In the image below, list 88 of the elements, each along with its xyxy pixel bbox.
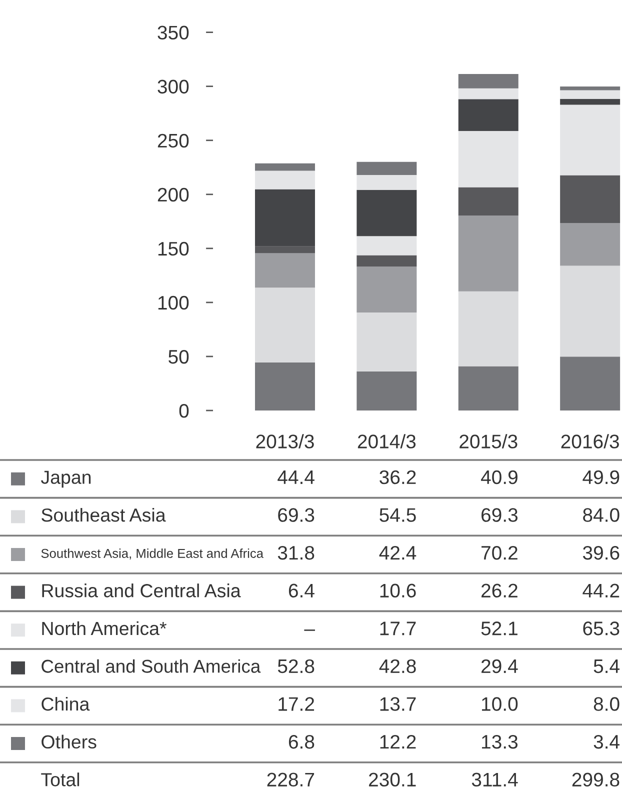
- bar: [356, 162, 417, 176]
- bar: [356, 312, 417, 372]
- legend-label: Southeast Asia: [42, 508, 166, 522]
- data-label: 42.8: [379, 659, 416, 674]
- bar: [356, 255, 417, 267]
- legend-label: Russia and Central Asia: [42, 584, 241, 598]
- bar: [560, 98, 620, 105]
- data-label: 44.2: [582, 584, 620, 598]
- bar: [255, 362, 315, 410]
- data-label: 44.4: [278, 470, 314, 484]
- data-label: 5.4: [594, 660, 620, 674]
- data-label: 6.8: [288, 734, 314, 749]
- bar: [356, 371, 417, 410]
- bar: [560, 86, 620, 90]
- data-label: 54.5: [380, 508, 416, 522]
- bar: [560, 266, 620, 357]
- bar: [356, 236, 417, 256]
- text: 230.1: [369, 772, 416, 787]
- data-label: 52.1: [481, 622, 518, 636]
- data-label: 17.7: [380, 622, 416, 636]
- data-label: 13.7: [380, 697, 416, 711]
- data-label: 3.4: [594, 734, 620, 749]
- bar: [255, 288, 315, 363]
- x-tick-label: 2016/3: [561, 434, 619, 448]
- bar: [458, 74, 518, 88]
- data-label: 6.4: [288, 584, 314, 598]
- data-label: 13.3: [482, 734, 518, 749]
- y-tick-label: 300: [158, 80, 189, 94]
- data-label: 70.2: [482, 546, 518, 560]
- data-label: 84.0: [583, 508, 620, 522]
- data-label: 69.3: [482, 508, 518, 522]
- bar: [458, 99, 518, 131]
- bar: [356, 190, 417, 236]
- data-label: 52.8: [278, 659, 314, 674]
- text: Total: [41, 772, 80, 786]
- bar: [458, 187, 518, 216]
- text: 228.7: [267, 772, 314, 787]
- data-label: 40.9: [480, 470, 518, 484]
- bar: [458, 291, 518, 366]
- bar: [560, 175, 620, 224]
- data-label: 39.6: [582, 546, 620, 560]
- text: 299.8: [572, 772, 620, 787]
- x-tick-label: 2014/3: [358, 434, 416, 448]
- bar: [560, 356, 620, 410]
- data-label: 8.0: [594, 697, 620, 711]
- text: 311.4: [472, 772, 518, 787]
- text: –: [304, 630, 315, 631]
- bar: [560, 223, 620, 266]
- bar: [255, 170, 315, 190]
- data-label: 29.4: [482, 659, 518, 674]
- bar: [356, 175, 417, 190]
- legend-label: Japan: [40, 470, 91, 488]
- x-tick-label: 2013/3: [256, 434, 314, 448]
- data-label: 65.3: [583, 622, 620, 636]
- y-tick-label: 250: [158, 134, 189, 148]
- data-label: 31.8: [278, 546, 314, 560]
- data-label: 49.9: [582, 470, 620, 484]
- y-tick-label: 350: [158, 26, 189, 40]
- bar: [560, 90, 620, 99]
- bar: [458, 366, 518, 410]
- bar: [255, 246, 315, 254]
- bar: [255, 189, 315, 246]
- y-tick-label: 150: [158, 242, 189, 256]
- data-label: 26.2: [482, 584, 518, 598]
- y-tick-label: 50: [168, 350, 189, 364]
- legend-label: Others: [42, 734, 96, 749]
- y-tick-label: 0: [179, 404, 189, 418]
- data-label: 10.6: [380, 584, 416, 598]
- y-tick-label: 200: [158, 188, 189, 202]
- bar: [255, 253, 315, 288]
- data-label: 10.0: [482, 697, 518, 711]
- bar: [255, 163, 315, 171]
- data-label: 12.2: [380, 734, 416, 749]
- data-label: 69.3: [278, 508, 314, 522]
- bar: [458, 130, 518, 188]
- legend-label: China: [42, 696, 90, 711]
- data-label: 42.4: [379, 546, 416, 560]
- data-label: 36.2: [380, 470, 416, 484]
- legend-label: Southwest Asia, Middle East and Africa: [41, 548, 264, 560]
- legend-label: Central and South America: [42, 659, 261, 673]
- bar: [356, 266, 417, 312]
- bar: [458, 216, 518, 292]
- bar: [458, 88, 518, 100]
- y-tick-label: 100: [158, 296, 189, 310]
- legend-label: North America*: [42, 621, 166, 636]
- bar: [560, 104, 620, 176]
- data-label: 17.2: [278, 697, 314, 711]
- x-tick-label: 2015/3: [460, 434, 518, 448]
